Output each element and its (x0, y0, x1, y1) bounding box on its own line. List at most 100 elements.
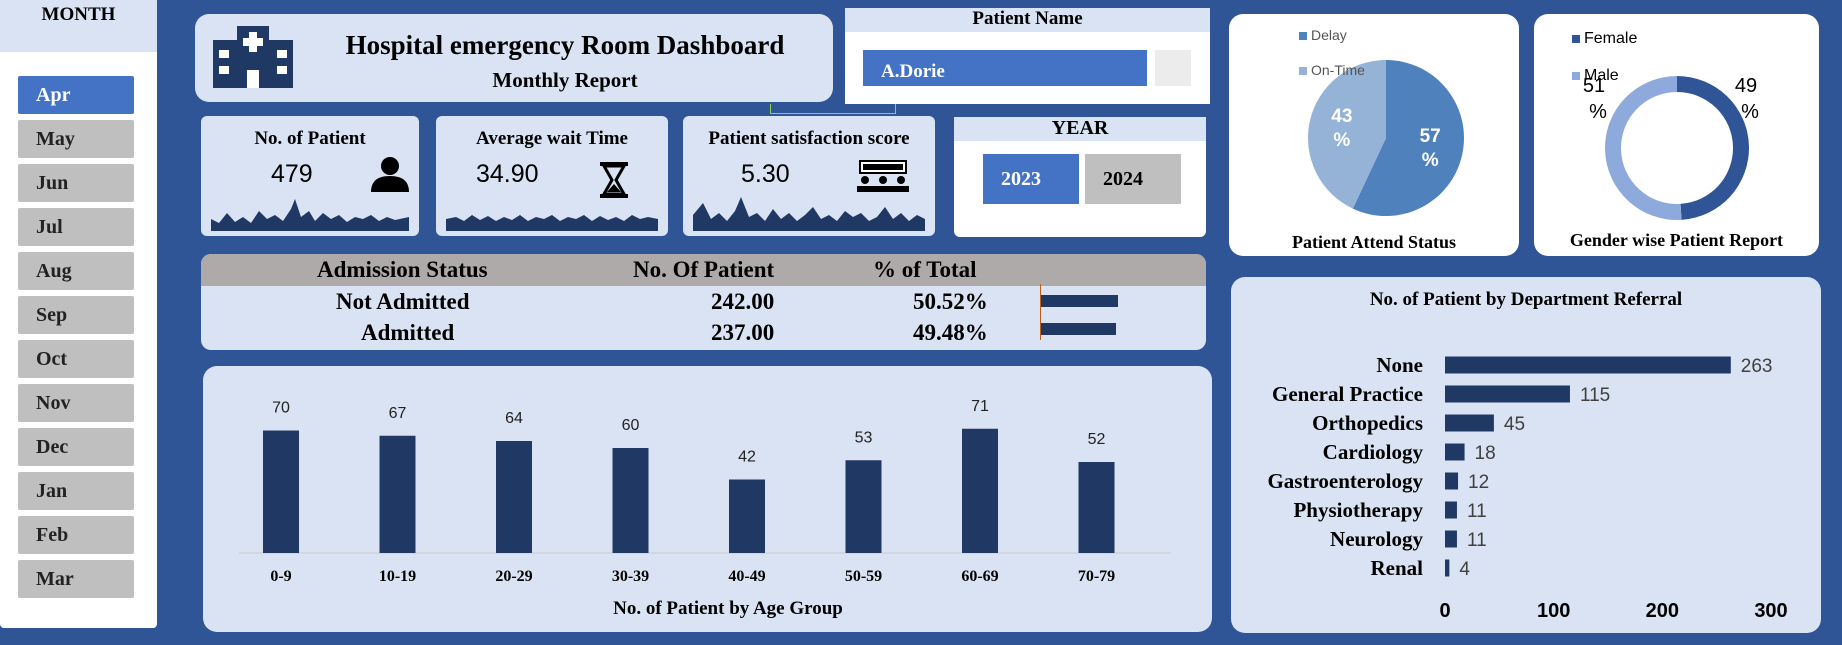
admission-pct-cell: 49.48% (913, 320, 988, 345)
month-option-sep[interactable]: Sep (18, 296, 134, 334)
attend-status-pie: 57 % 43% (1308, 60, 1464, 216)
gender-card: 49% 51% Female Male Gender wise Patient R… (1534, 14, 1819, 256)
age-bar-value: 67 (389, 405, 407, 422)
wait-sparkline (446, 215, 658, 231)
pie-slice (1308, 60, 1386, 209)
age-bar-value: 71 (971, 398, 989, 415)
month-option-feb[interactable]: Feb (18, 516, 134, 554)
kpi-satisfaction-value: 5.30 (741, 160, 790, 188)
month-option-jun[interactable]: Jun (18, 164, 134, 202)
age-tick-label: 70-79 (1078, 568, 1115, 585)
age-group-chart-svg: 70 0-9 67 10-19 64 20-29 60 30-39 42 40-49 53 50-59… (239, 398, 1171, 619)
age-chart-title: No. of Patient by Age Group (613, 598, 843, 619)
admission-count-cell: 242.00 (711, 289, 775, 314)
databar-axis (1040, 284, 1041, 340)
dept-bar-value: 18 (1475, 443, 1496, 464)
dashboard-title: Hospital emergency Room Dashboard (345, 30, 785, 60)
month-option-may[interactable]: May (18, 120, 134, 158)
patient-name-slicer: Patient Name A.Dorie (845, 8, 1210, 104)
dept-category-label: Cardiology (1323, 440, 1424, 464)
dept-bar (1445, 472, 1459, 490)
dashboard-subtitle: Monthly Report (492, 68, 638, 92)
admission-status-cell: Admitted (361, 320, 455, 345)
dept-bar (1445, 385, 1570, 403)
gender-donut: 49 % 51% (1583, 75, 1759, 220)
department-chart-title: No. of Patient by Department Referral (1369, 289, 1683, 310)
age-bar (612, 448, 649, 553)
age-bar (962, 428, 998, 553)
dept-bar-value: 11 (1467, 501, 1487, 522)
month-option-jan[interactable]: Jan (18, 472, 134, 510)
admission-pct-databar (1041, 323, 1117, 335)
header-no-of-patient: No. Of Patient (633, 257, 775, 282)
kpi-patients-value: 479 (271, 160, 313, 188)
patient-name-scrollbar[interactable] (1155, 50, 1191, 86)
header-admission-status: Admission Status (317, 257, 488, 282)
age-bar (496, 441, 532, 553)
dept-category-label: Physiotherapy (1293, 498, 1423, 522)
month-option-apr[interactable]: Apr (18, 76, 134, 114)
dept-bar (1445, 414, 1494, 432)
year-slicer-header: YEAR (954, 117, 1206, 141)
dept-axis-tick: 100 (1537, 600, 1570, 622)
dept-category-label: Renal (1371, 556, 1424, 580)
admission-pct-cell: 50.52% (913, 289, 988, 314)
month-option-nov[interactable]: Nov (18, 384, 134, 422)
kpi-satisfaction-label: Patient satisfaction score (708, 128, 910, 149)
dept-bar-value: 45 (1504, 414, 1525, 435)
donut-slice (1677, 76, 1749, 220)
age-tick-label: 0-9 (270, 568, 291, 585)
dept-axis-tick: 0 (1439, 600, 1450, 622)
month-option-aug[interactable]: Aug (18, 252, 134, 290)
age-bar (379, 435, 416, 553)
dept-bar-value: 12 (1468, 472, 1489, 493)
age-tick-label: 30-39 (612, 568, 649, 585)
dept-axis-tick: 200 (1646, 600, 1679, 622)
month-option-jul[interactable]: Jul (18, 208, 134, 246)
gender-title: Gender wise Patient Report (1569, 230, 1784, 250)
month-option-dec[interactable]: Dec (18, 428, 134, 466)
age-bar-value: 60 (622, 417, 640, 434)
meeting-icon (857, 160, 909, 192)
admission-count-cell: 237.00 (711, 320, 775, 345)
age-bar (845, 460, 882, 553)
age-bar-value: 52 (1088, 431, 1106, 448)
admission-pct-databar (1041, 295, 1118, 307)
patient-name-option[interactable]: A.Dorie (863, 50, 1147, 86)
header-pct-total: % of Total (873, 257, 977, 282)
age-bar-value: 42 (738, 449, 756, 466)
donut-slice (1604, 76, 1682, 220)
month-slicer-header: MONTH (0, 0, 157, 52)
kpi-patients-label: No. of Patient (254, 128, 366, 149)
donut-slice-label: 49% (1735, 75, 1759, 123)
dept-category-label: Orthopedics (1312, 411, 1423, 435)
kpi-wait-label: Average wait Time (476, 128, 628, 149)
age-bar-value: 70 (272, 400, 290, 417)
attend-status-title: Patient Attend Status (1291, 232, 1456, 252)
month-option-oct[interactable]: Oct (18, 340, 134, 378)
year-option-2024[interactable]: 2024 (1085, 154, 1181, 204)
dept-category-label: None (1376, 353, 1423, 377)
pie-slice-label: 43% (1331, 106, 1352, 151)
pie-slice-label: 57% (1420, 126, 1441, 171)
legend-item: On-Time (1299, 62, 1365, 78)
attend-status-card: 57% 43% Delay On-Time Patient Attend Stat… (1229, 14, 1519, 256)
month-option-mar[interactable]: Mar (18, 560, 134, 598)
year-option-2023[interactable]: 2023 (983, 154, 1079, 204)
admission-status-cell: Not Admitted (336, 289, 470, 314)
admission-table-header: Admission Status No. Of Patient % of Tot… (201, 254, 1206, 286)
age-bar (729, 479, 765, 553)
dept-bar-value: 4 (1459, 559, 1470, 580)
age-bar-value: 64 (505, 410, 523, 427)
dept-bar-value: 115 (1580, 385, 1610, 406)
satisfaction-sparkline (693, 197, 925, 231)
dept-bar (1445, 501, 1457, 519)
dept-bar-value: 11 (1467, 530, 1487, 551)
kpi-patients-card: No. of Patient 479 (201, 116, 419, 236)
age-tick-label: 60-69 (961, 568, 998, 585)
dept-bar (1445, 559, 1450, 577)
patient-name-header: Patient Name (845, 8, 1210, 32)
patients-sparkline (211, 199, 409, 231)
dept-category-label: General Practice (1272, 382, 1423, 406)
dept-bar (1445, 530, 1457, 548)
